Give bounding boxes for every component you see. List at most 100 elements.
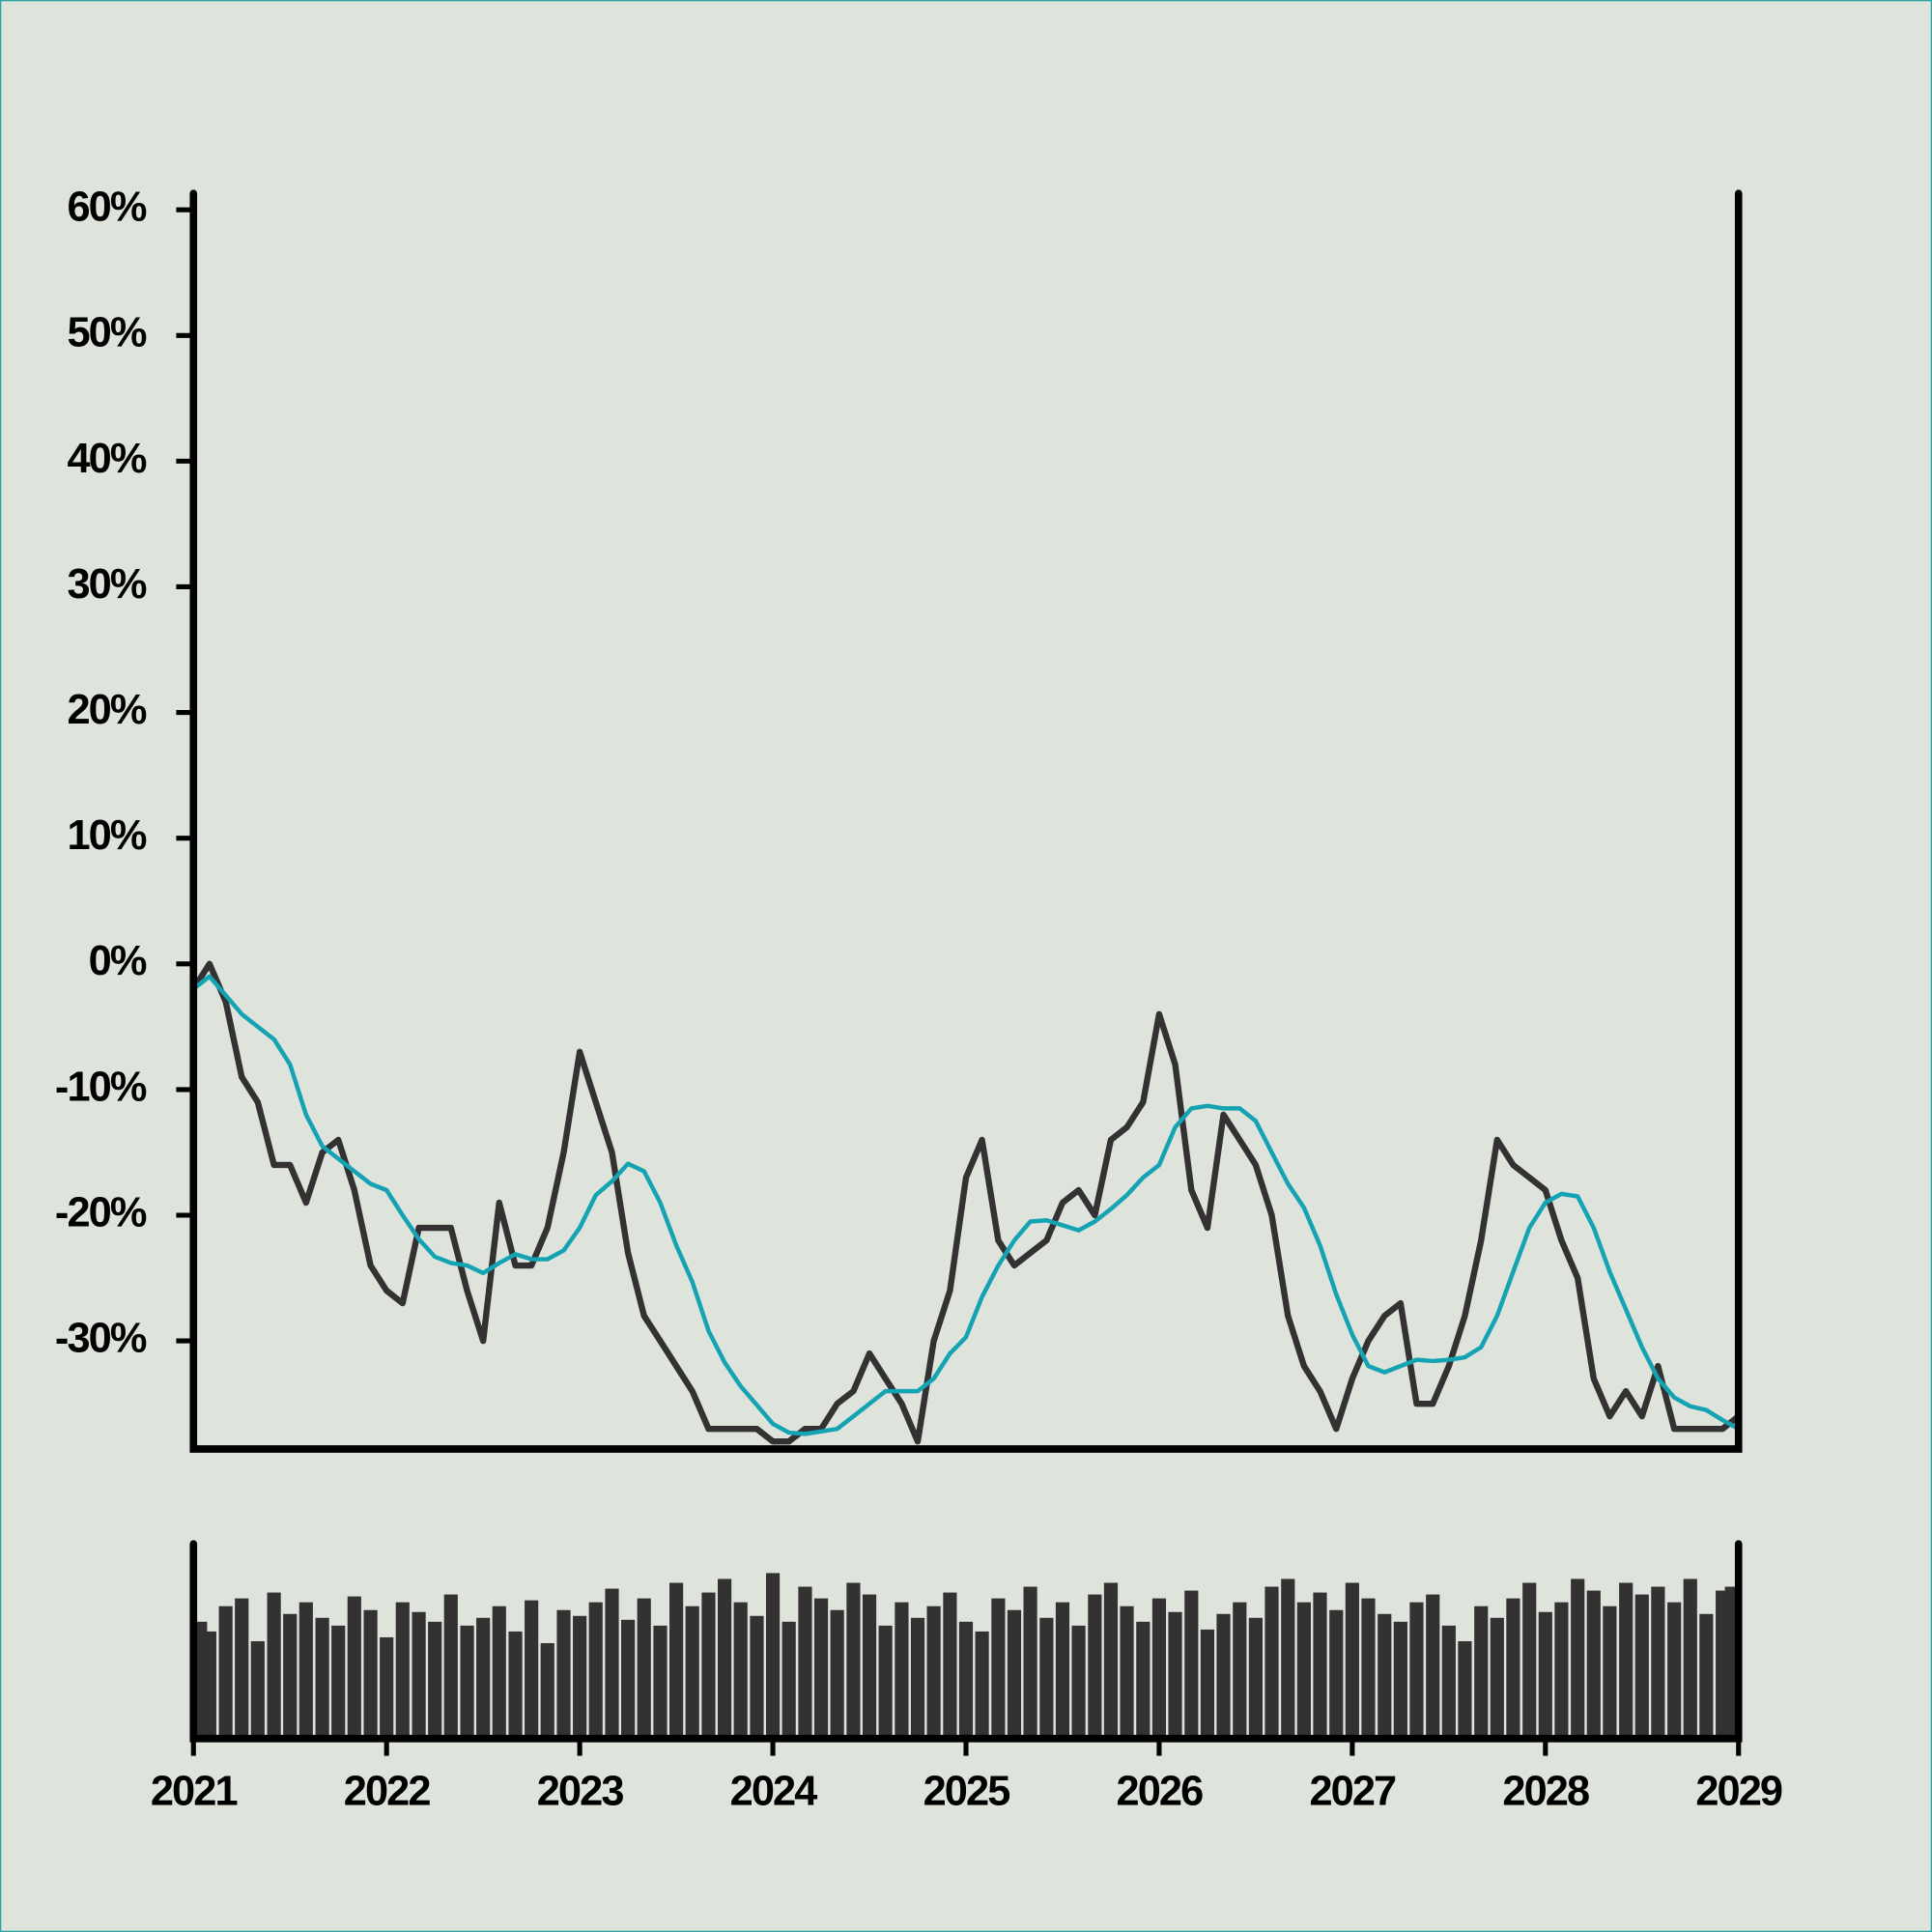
volume-bar (669, 1582, 684, 1739)
y-tick-label: 20% (67, 687, 146, 733)
volume-bar (830, 1609, 844, 1739)
x-tick-label: 2023 (537, 1769, 624, 1815)
volume-plot (193, 1573, 1739, 1739)
volume-bar (235, 1598, 249, 1739)
volume-bar (1329, 1609, 1344, 1739)
volume-bar (862, 1594, 877, 1739)
volume-bar (395, 1602, 410, 1739)
volume-bar (298, 1602, 313, 1739)
volume-bar (1458, 1640, 1472, 1739)
volume-bar (1506, 1598, 1520, 1739)
volume-bar (1522, 1582, 1537, 1739)
volume-bar (492, 1605, 506, 1739)
volume-bar (1233, 1602, 1247, 1739)
volume-bar (1651, 1586, 1665, 1739)
volume-bar (653, 1625, 668, 1739)
volume-bar (1264, 1586, 1279, 1739)
x-tick-label: 2024 (730, 1769, 818, 1815)
volume-bar (412, 1611, 426, 1739)
volume-bar (750, 1615, 764, 1739)
volume-bar (1441, 1625, 1456, 1739)
volume-bar (1634, 1594, 1649, 1739)
x-tick-label: 2022 (344, 1769, 431, 1815)
volume-bar (621, 1619, 636, 1739)
volume-bar (1007, 1609, 1022, 1739)
volume-bar (1136, 1621, 1151, 1739)
volume-bar (1088, 1594, 1102, 1739)
volume-bar (460, 1625, 474, 1739)
volume-bar (798, 1586, 812, 1739)
y-tick-label: 10% (67, 812, 146, 859)
ticks: -30% -20% -10% 0% 10% 20% 30% 40% 50% 60% 2021 2022… (55, 185, 1784, 1815)
volume-bar (1603, 1605, 1617, 1739)
volume-bar (1216, 1613, 1231, 1739)
volume-bar (267, 1592, 281, 1739)
volume-bar (283, 1613, 298, 1739)
volume-bar (605, 1588, 619, 1739)
volume-bar (525, 1600, 539, 1739)
volume-bar (202, 1631, 216, 1739)
volume-bar (1120, 1605, 1134, 1739)
volume-bar (1426, 1594, 1440, 1739)
volume-bar (476, 1617, 491, 1739)
volume-bar (540, 1642, 554, 1739)
volume-bar (846, 1582, 861, 1739)
x-tick-label: 2026 (1117, 1769, 1204, 1815)
volume-bar (1699, 1613, 1714, 1739)
volume-bar (1200, 1629, 1215, 1739)
y-tick-label: 50% (67, 310, 146, 356)
volume-bar (1474, 1605, 1489, 1739)
volume-bar (637, 1598, 651, 1739)
volume-bar (1490, 1617, 1504, 1739)
volume-bar (685, 1605, 699, 1739)
volume-bar (1151, 1598, 1167, 1739)
volume-bar (218, 1605, 233, 1739)
volume-bar (878, 1625, 893, 1739)
volume-bar (1168, 1611, 1182, 1739)
volume-bar (1538, 1611, 1552, 1739)
x-tick-label: 2029 (1695, 1769, 1782, 1815)
x-tick-label: 2021 (151, 1769, 238, 1815)
x-tick-label: 2025 (923, 1769, 1010, 1815)
y-tick-label: -30% (55, 1316, 147, 1362)
volume-bar (573, 1615, 587, 1739)
volume-axes (189, 1540, 1743, 1743)
volume-bar (380, 1636, 394, 1739)
volume-bar (943, 1592, 957, 1739)
volume-bar (1345, 1582, 1359, 1739)
volume-bar (508, 1631, 523, 1739)
volume-bar (910, 1617, 925, 1739)
price-line (193, 960, 1739, 1445)
volume-bar (588, 1602, 603, 1739)
volume-bar (428, 1621, 442, 1739)
price-line (193, 974, 1739, 1436)
volume-bar (1071, 1625, 1086, 1739)
volume-bar (765, 1573, 781, 1739)
volume-bar (556, 1609, 571, 1739)
volume-bar (958, 1621, 974, 1739)
x-tick-label: 2028 (1502, 1769, 1589, 1815)
volume-bar (1281, 1578, 1295, 1739)
x-tick-label: 2027 (1309, 1769, 1396, 1815)
y-tick-label: 0% (89, 938, 147, 984)
volume-bar (1296, 1602, 1311, 1739)
volume-bar (926, 1605, 941, 1739)
y-tick-label: 30% (67, 561, 146, 608)
volume-bar (781, 1621, 796, 1739)
volume-bar (717, 1578, 732, 1739)
volume-bar (813, 1598, 829, 1739)
volume-bar (1619, 1582, 1634, 1739)
volume-bar (1023, 1586, 1037, 1739)
volume-bar (1683, 1578, 1697, 1739)
volume-bar (1667, 1602, 1682, 1739)
volume-bar (1409, 1602, 1424, 1739)
volume-bar (1103, 1582, 1119, 1739)
y-tick-label: 40% (67, 436, 146, 482)
volume-bar (1361, 1598, 1376, 1739)
volume-bar (733, 1602, 748, 1739)
volume-bar (1184, 1590, 1199, 1739)
volume-bar (1586, 1590, 1601, 1739)
volume-bar (363, 1609, 378, 1739)
